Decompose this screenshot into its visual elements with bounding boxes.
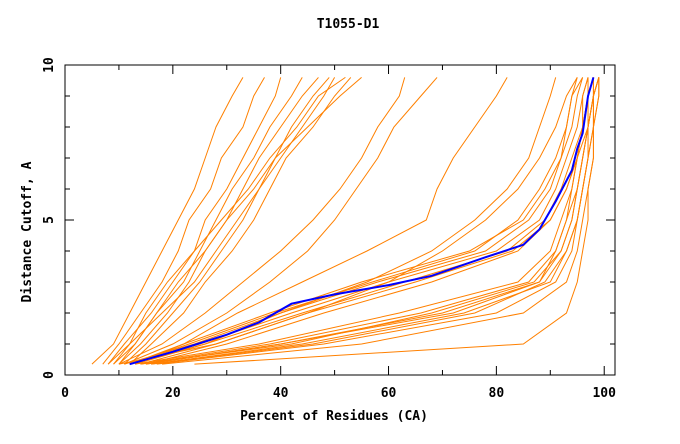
series-lines <box>91 76 600 366</box>
model-line-32 <box>145 77 589 365</box>
model-line-5 <box>118 77 319 365</box>
model-line-22 <box>129 77 584 365</box>
x-tick-label: 80 <box>489 386 505 401</box>
model-line-31 <box>151 77 600 365</box>
model-line-26 <box>135 77 589 365</box>
model-line-8 <box>118 77 362 365</box>
y-tick-label: 10 <box>42 57 57 73</box>
model-line-11 <box>118 77 406 365</box>
model-line-21 <box>145 77 600 365</box>
model-line-29 <box>140 77 594 365</box>
model-line-12 <box>124 77 438 365</box>
model-line-19 <box>124 77 578 365</box>
model-line-24 <box>140 77 594 365</box>
y-tick-label: 0 <box>42 371 57 379</box>
x-tick-label: 100 <box>592 386 616 401</box>
x-tick-label: 0 <box>61 386 69 401</box>
model-line-9 <box>129 77 352 365</box>
model-line-18 <box>140 77 594 365</box>
model-line-3 <box>107 77 282 365</box>
model-line-16 <box>134 77 584 365</box>
model-line-30 <box>194 77 600 365</box>
model-line-13 <box>129 77 508 365</box>
x-tick-label: 40 <box>273 386 289 401</box>
axis-ticks: 0 20 40 60 80 100 0 5 10 <box>42 57 616 401</box>
x-tick-label: 20 <box>165 386 181 401</box>
y-tick-label: 5 <box>42 216 57 224</box>
highlight-line <box>129 77 595 366</box>
model-line-2 <box>102 77 265 365</box>
model-line-7 <box>123 77 330 365</box>
model-line-6 <box>113 77 336 365</box>
x-axis-label: Percent of Residues (CA) <box>240 409 428 424</box>
chart-title: T1055-D1 <box>317 17 380 32</box>
model-line-17 <box>129 77 589 365</box>
plot-frame <box>64 64 616 376</box>
y-axis-label: Distance Cutoff, A <box>20 161 35 302</box>
model-line-1 <box>91 77 244 365</box>
model-line-28 <box>162 77 600 365</box>
x-tick-label: 60 <box>381 386 397 401</box>
model-line-25 <box>151 77 600 365</box>
model-line-14 <box>118 77 578 365</box>
model-line-10 <box>107 76 346 365</box>
